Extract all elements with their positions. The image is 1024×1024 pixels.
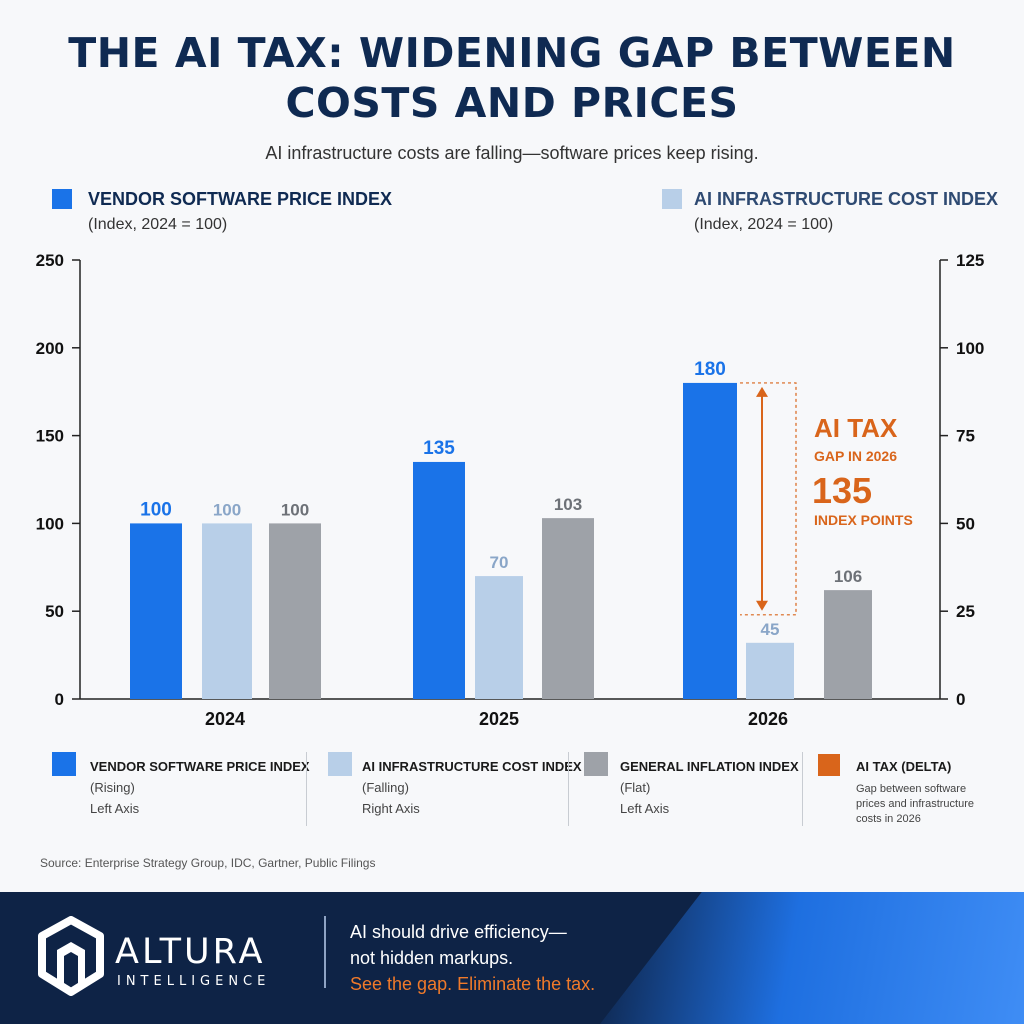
bar-data-label: 100 [213, 500, 241, 519]
legend-divider [568, 752, 569, 826]
brand-name: ALTURA [115, 932, 266, 972]
ai-tax-bracket [740, 382, 797, 616]
footer-divider [324, 916, 326, 988]
bar-2026-series-1 [683, 382, 737, 699]
left-axis-tick-label: 200 [36, 339, 64, 358]
bar-data-label: 135 [423, 438, 455, 459]
right-axis-tick-label: 100 [956, 339, 984, 358]
left-axis-tick-label: 150 [36, 427, 64, 446]
ai-tax-annotation-value: 135 [812, 470, 872, 511]
left-axis-title: VENDOR SOFTWARE PRICE INDEX [88, 189, 393, 209]
legend-desc-ai-tax: Gap between software prices and infrastr… [856, 783, 974, 825]
legend-status-inflation: (Flat) [620, 780, 651, 795]
chart-title-line-1: THE AI TAX: WIDENING GAP BETWEEN [68, 29, 956, 77]
altura-logo-icon [38, 916, 104, 996]
tagline-line-1: AI should drive efficiency— [350, 922, 567, 942]
ai-tax-arrow-head-up [756, 386, 768, 397]
x-axis-tick-label: 2024 [205, 709, 245, 729]
legend-swatch-inflation [584, 752, 608, 776]
bar-data-label: 103 [554, 495, 582, 514]
bar-data-label: 70 [490, 553, 509, 572]
right-axis-tick-label: 125 [956, 251, 984, 270]
ai-tax-arrow-head-down [756, 600, 768, 611]
bar-2024-series-3 [269, 523, 321, 699]
bar-chart: 0 50 100 150 200 250 0 25 50 75 100 125 2024 2025 2026… [36, 251, 985, 729]
legend-divider [306, 752, 307, 826]
bar-2026-series-3 [824, 590, 872, 699]
x-axis-tick-label: 2026 [748, 709, 788, 729]
bar-2025-series-1 [413, 461, 465, 699]
right-axis-subtitle: (Index, 2024 = 100) [694, 216, 834, 233]
bar-data-label: 106 [834, 567, 862, 586]
tagline-line-2: not hidden markups. [350, 948, 514, 968]
bar-2025-series-2 [475, 576, 523, 699]
bar-data-label: 100 [281, 500, 309, 519]
ai-tax-annotation-title: AI TAX [814, 413, 898, 443]
legend-divider [802, 752, 803, 826]
left-axis-tick-label: 0 [55, 690, 64, 709]
ai-tax-annotation-subtitle: GAP IN 2026 [814, 448, 897, 464]
right-axis-title: AI INFRASTRUCTURE COST INDEX [694, 189, 999, 209]
legend-status-vendor: (Rising) [90, 780, 135, 795]
legend-axis-vendor: Left Axis [90, 801, 140, 816]
left-axis-tick-label: 50 [45, 602, 64, 621]
chart-subtitle: AI infrastructure costs are falling—soft… [265, 143, 759, 163]
chart-title-line-2: COSTS AND PRICES [285, 79, 739, 127]
legend-swatch-vendor [52, 752, 76, 776]
legend-swatch-infra [328, 752, 352, 776]
x-axis-tick-label: 2025 [479, 709, 519, 729]
footer-accent [600, 892, 1024, 1024]
bar-2026-series-2 [746, 642, 794, 699]
bar-data-label: 180 [694, 359, 726, 380]
right-axis-swatch [662, 189, 682, 209]
source-note: Source: Enterprise Strategy Group, IDC, … [40, 856, 376, 870]
legend-swatch-ai-tax [818, 754, 840, 776]
legend-title-inflation: GENERAL INFLATION INDEX [620, 759, 799, 774]
legend-axis-infra: Right Axis [362, 801, 420, 816]
bar-data-label: 45 [761, 620, 780, 639]
tagline-line-3: See the gap. Eliminate the tax. [350, 974, 596, 994]
footer-banner: ALTURA INTELLIGENCE AI should drive effi… [0, 892, 1024, 1024]
left-axis-swatch [52, 189, 72, 209]
bar-2024-series-2 [202, 523, 252, 699]
right-axis-tick-label: 0 [956, 690, 965, 709]
brand-subname: INTELLIGENCE [117, 974, 271, 989]
right-axis-tick-label: 50 [956, 514, 975, 533]
legend-title-infra: AI INFRASTRUCTURE COST INDEX [362, 759, 582, 774]
left-axis-tick-label: 250 [36, 251, 64, 270]
legend-axis-inflation: Left Axis [620, 801, 670, 816]
right-axis-tick-label: 25 [956, 602, 975, 621]
left-axis-tick-label: 100 [36, 514, 64, 533]
legend-title-ai-tax: AI TAX (DELTA) [856, 759, 952, 774]
bar-2025-series-3 [542, 518, 594, 699]
left-axis-subtitle: (Index, 2024 = 100) [88, 216, 228, 233]
legend-title-vendor: VENDOR SOFTWARE PRICE INDEX [90, 759, 310, 774]
ai-tax-annotation-unit: INDEX POINTS [814, 512, 913, 528]
bar-data-label: 100 [140, 499, 172, 520]
bar-2024-series-1 [130, 523, 182, 699]
right-axis-tick-label: 75 [956, 427, 975, 446]
legend-status-infra: (Falling) [362, 780, 409, 795]
